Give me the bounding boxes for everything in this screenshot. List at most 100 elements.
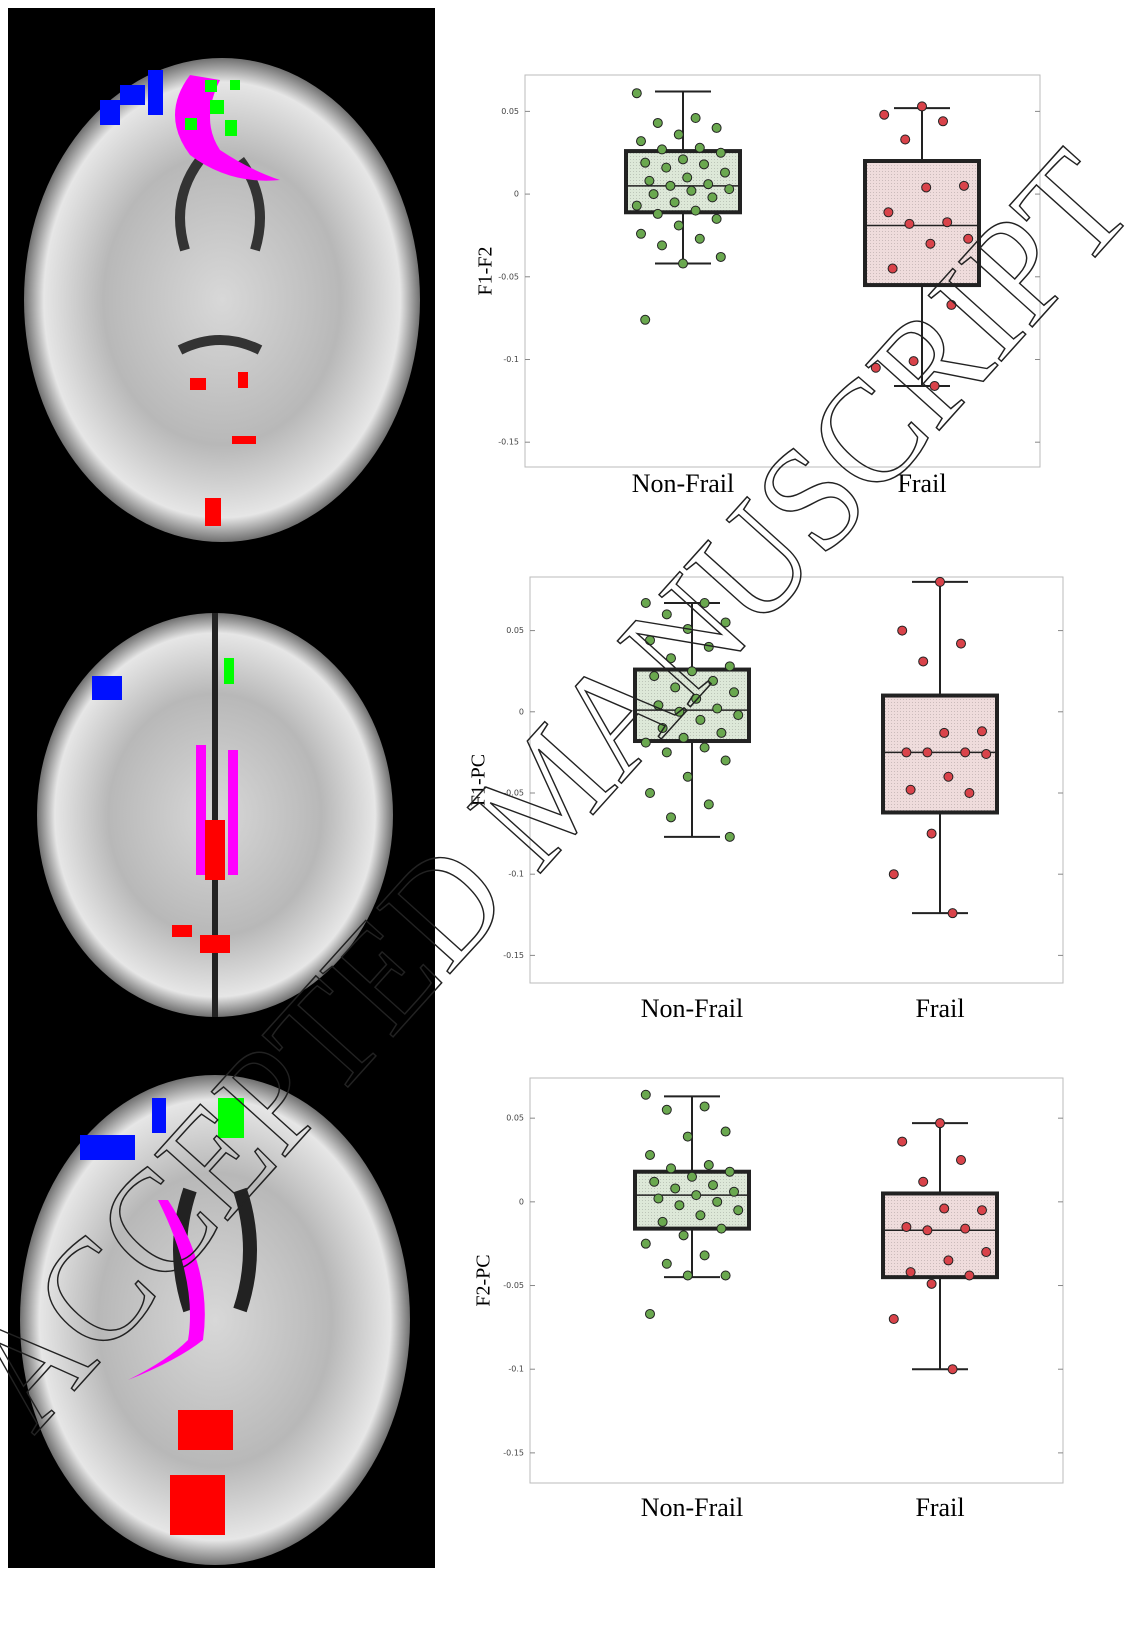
data-point	[960, 181, 969, 190]
data-point	[683, 1271, 692, 1280]
data-point	[884, 208, 893, 217]
data-point	[670, 198, 679, 207]
data-point	[650, 1177, 659, 1186]
data-point	[641, 158, 650, 167]
x-tick-label: Non-Frail	[641, 994, 744, 1023]
data-point	[944, 1256, 953, 1265]
y-tick-label: -0.15	[503, 1448, 524, 1457]
y-axis-label: F1-F2	[475, 247, 497, 296]
data-point	[674, 130, 683, 139]
data-point	[691, 114, 700, 123]
data-point	[632, 89, 641, 98]
data-point	[721, 168, 730, 177]
data-point	[880, 110, 889, 119]
data-point	[708, 193, 717, 202]
data-point	[637, 137, 646, 146]
data-point	[662, 1259, 671, 1268]
data-point	[721, 756, 730, 765]
data-point	[695, 143, 704, 152]
data-point	[902, 1222, 911, 1231]
x-tick-label: Frail	[915, 1493, 964, 1522]
data-point	[898, 626, 907, 635]
data-point	[901, 135, 910, 144]
data-point	[905, 219, 914, 228]
data-point	[671, 1184, 680, 1193]
data-point	[918, 102, 927, 111]
data-point	[658, 1217, 667, 1226]
data-point	[716, 148, 725, 157]
data-point	[667, 813, 676, 822]
plot-frame	[530, 1078, 1063, 1483]
data-point	[696, 1211, 705, 1220]
y-tick-label: 0	[519, 1197, 524, 1206]
data-point	[906, 785, 915, 794]
data-point	[923, 1226, 932, 1235]
data-point	[679, 155, 688, 164]
data-point	[649, 190, 658, 199]
data-point	[687, 186, 696, 195]
y-axis-label: F2-PC	[473, 1254, 495, 1306]
data-point	[957, 639, 966, 648]
data-point	[948, 1365, 957, 1374]
y-tick-label: -0.05	[503, 1281, 524, 1290]
y-tick-label: 0	[514, 190, 519, 199]
data-point	[940, 728, 949, 737]
data-point	[653, 118, 662, 127]
data-point	[734, 1206, 743, 1215]
y-tick-label: 0.05	[501, 107, 519, 116]
data-point	[982, 1248, 991, 1257]
data-point	[700, 160, 709, 169]
data-point	[641, 315, 650, 324]
data-point	[709, 1181, 718, 1190]
data-point	[688, 1172, 697, 1181]
data-point	[658, 241, 667, 250]
data-point	[645, 176, 654, 185]
data-point	[683, 1132, 692, 1141]
data-point	[717, 1224, 726, 1233]
data-point	[712, 123, 721, 132]
data-point	[666, 181, 675, 190]
box-texture	[883, 696, 997, 813]
data-point	[906, 1268, 915, 1277]
y-tick-label: 0.05	[506, 1114, 524, 1123]
data-point	[965, 788, 974, 797]
data-point	[898, 1137, 907, 1146]
y-tick-label: -0.1	[508, 1365, 524, 1374]
data-point	[889, 1314, 898, 1323]
data-point	[646, 1150, 655, 1159]
data-point	[674, 221, 683, 230]
data-point	[940, 1204, 949, 1213]
data-point	[965, 1271, 974, 1280]
data-point	[683, 772, 692, 781]
data-point	[734, 711, 743, 720]
data-point	[675, 1201, 684, 1210]
data-point	[700, 1251, 709, 1260]
data-point	[704, 180, 713, 189]
data-point	[700, 743, 709, 752]
data-point	[683, 173, 692, 182]
data-point	[654, 1194, 663, 1203]
data-point	[641, 1090, 650, 1099]
data-point	[662, 1105, 671, 1114]
data-point	[923, 748, 932, 757]
data-point	[653, 209, 662, 218]
data-point	[936, 577, 945, 586]
y-tick-label: -0.15	[498, 438, 519, 447]
y-tick-label: -0.05	[498, 272, 519, 281]
data-point	[944, 772, 953, 781]
data-point	[922, 183, 931, 192]
data-point	[948, 909, 957, 918]
data-point	[730, 1187, 739, 1196]
data-point	[691, 206, 700, 215]
data-point	[700, 1102, 709, 1111]
data-point	[704, 800, 713, 809]
data-point	[721, 1127, 730, 1136]
data-point	[679, 259, 688, 268]
data-point	[721, 1271, 730, 1280]
x-tick-label: Non-Frail	[641, 1493, 744, 1522]
data-point	[641, 1239, 650, 1248]
data-point	[919, 1177, 928, 1186]
data-point	[957, 1156, 966, 1165]
data-point	[978, 1206, 987, 1215]
data-point	[978, 727, 987, 736]
